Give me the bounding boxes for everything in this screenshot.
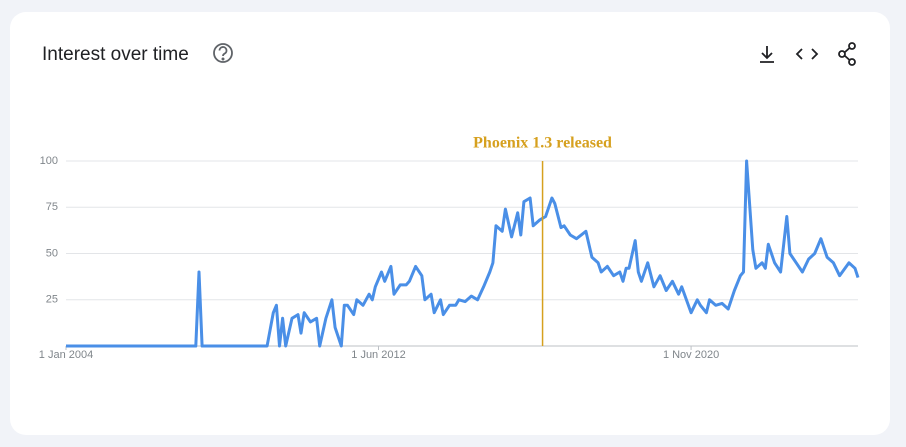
embed-icon[interactable] <box>795 48 819 60</box>
y-tick-label: 25 <box>46 294 58 306</box>
y-tick-label: 100 <box>40 155 58 167</box>
trend-line <box>66 159 860 348</box>
card <box>10 12 890 435</box>
x-tick-label: 1 Jan 2004 <box>39 349 93 361</box>
share-icon[interactable] <box>838 42 856 66</box>
y-tick-label: 75 <box>46 201 58 213</box>
x-tick-label: 1 Jun 2012 <box>351 349 405 361</box>
chart-title: Interest over time <box>42 44 189 65</box>
help-icon[interactable] <box>213 43 233 63</box>
y-tick-label: 50 <box>46 247 58 259</box>
annotation-label: Phoenix 1.3 released <box>473 135 612 152</box>
x-tick-label: 1 Nov 2020 <box>663 349 719 361</box>
download-icon[interactable] <box>760 46 774 63</box>
